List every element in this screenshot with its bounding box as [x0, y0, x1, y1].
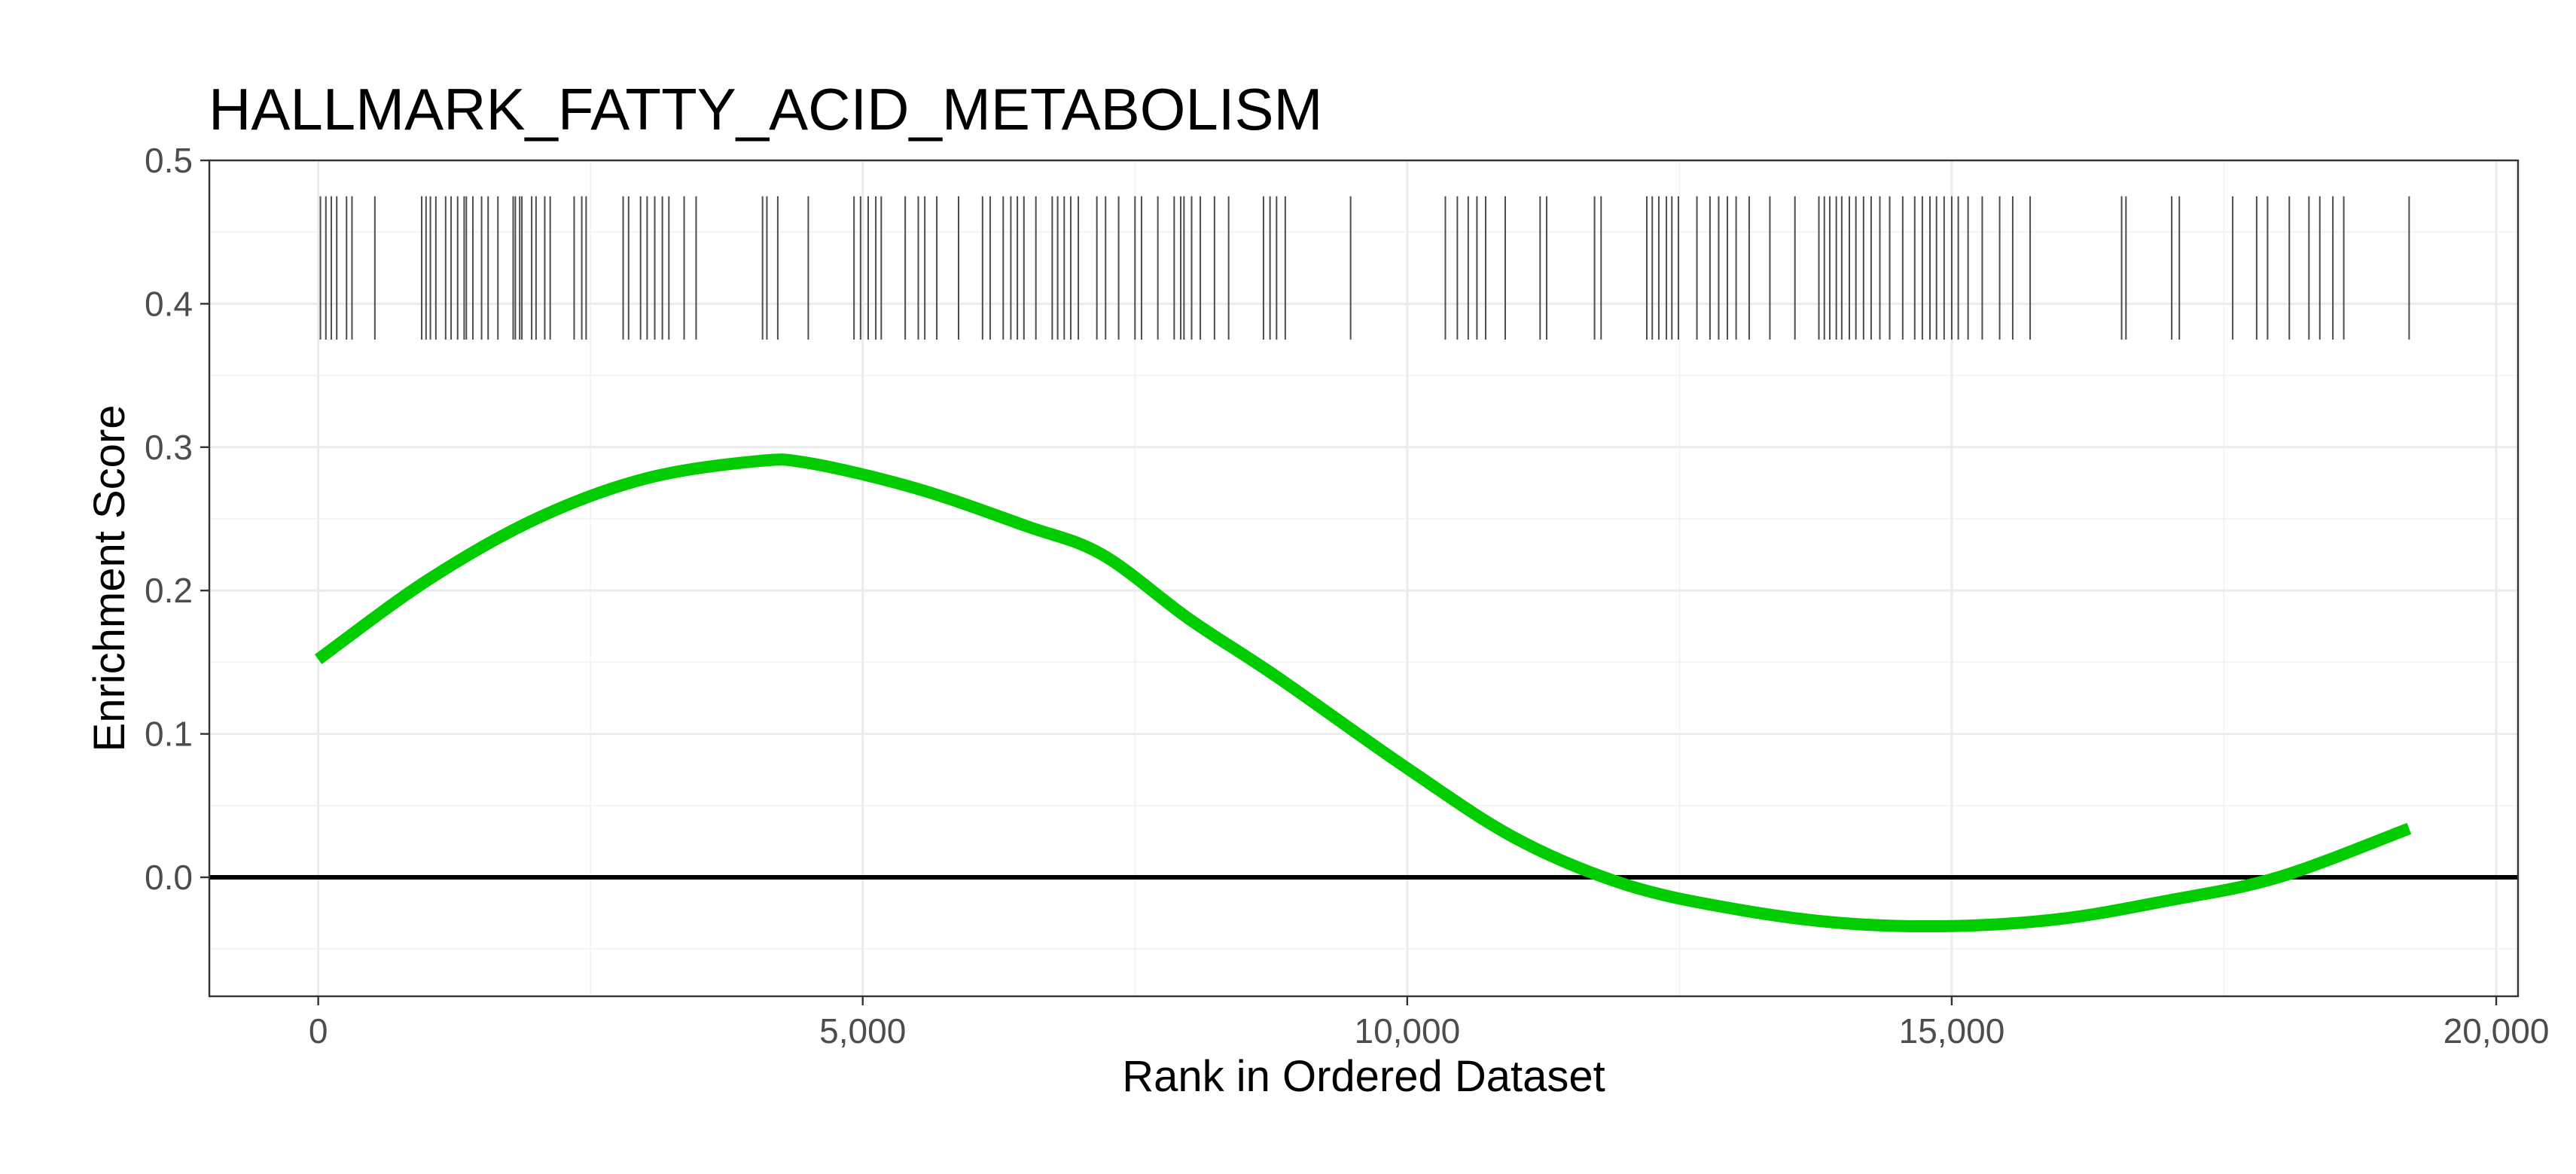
y-tick-label: 0.0	[145, 858, 193, 897]
plot-panel-border	[208, 159, 2520, 998]
x-tick-label: 5,000	[819, 1011, 906, 1051]
enrichment-curve	[314, 453, 2412, 933]
y-axis: 0.0 0.1 0.2 0.3 0.4 0.5	[145, 141, 209, 897]
x-tick-label: 10,000	[1354, 1011, 1460, 1051]
y-tick-label: 0.5	[145, 141, 193, 180]
y-axis-title: Enrichment Score	[85, 405, 134, 752]
y-tick-label: 0.4	[145, 284, 193, 323]
x-tick-label: 20,000	[2443, 1011, 2550, 1051]
x-tick-label: 15,000	[1899, 1011, 2005, 1051]
gridlines	[209, 159, 2518, 996]
y-tick-label: 0.1	[145, 715, 193, 754]
y-tick-label: 0.2	[145, 571, 193, 610]
gene-hit-ticks	[319, 196, 2410, 340]
x-axis-title: Rank in Ordered Dataset	[1122, 1052, 1605, 1101]
plot-panel	[209, 160, 2518, 996]
enrichment-score-line	[314, 453, 2412, 933]
x-axis: 0 5,000 10,000 15,000 20,000	[309, 996, 2550, 1051]
chart-title: HALLMARK_FATTY_ACID_METABOLISM	[209, 76, 1323, 142]
x-tick-label: 0	[309, 1011, 328, 1051]
y-tick-label: 0.3	[145, 428, 193, 467]
